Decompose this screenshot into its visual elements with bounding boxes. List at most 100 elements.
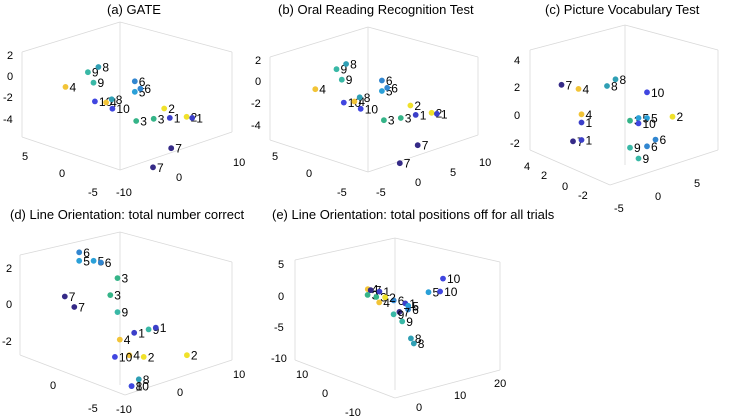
panel-b-grid xyxy=(269,26,479,173)
point-label: 6 xyxy=(391,81,398,95)
tick-label: 0 xyxy=(322,388,328,400)
tick-label: -10 xyxy=(116,404,132,416)
panel-a-title: (a) GATE xyxy=(107,2,161,17)
point-5 xyxy=(379,88,385,94)
point-1 xyxy=(152,324,159,331)
point-2 xyxy=(161,105,168,112)
point-6 xyxy=(137,85,144,92)
point-label: 8 xyxy=(136,380,143,394)
tick-label: 2 xyxy=(255,55,261,67)
point-label: 8 xyxy=(611,80,618,94)
point-label: 7 xyxy=(69,290,76,304)
point-label: 10 xyxy=(643,117,657,131)
point-3 xyxy=(150,115,157,122)
point-7 xyxy=(71,304,78,310)
point-label: 7 xyxy=(78,301,85,315)
panel-d-ticks-right: -10 0 10 xyxy=(116,369,245,416)
point-label: 8 xyxy=(116,93,123,107)
point-7 xyxy=(150,164,156,171)
panel-e-ticks-left: 10 0 -10 xyxy=(296,369,361,419)
tick-label: 0 xyxy=(306,168,312,180)
point-label: 6 xyxy=(398,294,405,308)
point-label: 5 xyxy=(433,286,440,300)
point-10 xyxy=(92,98,98,105)
point-label: 10 xyxy=(136,380,150,394)
point-3 xyxy=(373,294,380,300)
point-label: 3 xyxy=(140,115,147,129)
tick-label: 10 xyxy=(479,157,491,169)
point-8 xyxy=(95,64,102,70)
point-label: 3 xyxy=(122,272,129,286)
tick-label: 10 xyxy=(454,390,466,402)
tick-label: 0 xyxy=(6,299,12,311)
point-label: 6 xyxy=(144,82,151,96)
point-8 xyxy=(410,340,417,347)
tick-label: 2 xyxy=(7,50,13,62)
point-label: 4 xyxy=(110,96,117,110)
tick-label: -2 xyxy=(2,336,12,348)
point-7 xyxy=(367,287,374,294)
panel-e-ticks-z: 5 0 -5 -10 xyxy=(271,259,287,365)
point-5 xyxy=(90,257,97,264)
panel-c-grid xyxy=(529,24,719,186)
panel-a-ticks-right: -10 0 10 xyxy=(116,157,245,199)
point-label: 8 xyxy=(143,373,150,387)
point-label: 9 xyxy=(122,306,129,320)
point-label: 9 xyxy=(634,141,641,155)
point-3 xyxy=(107,292,114,298)
point-label: 5 xyxy=(412,299,419,313)
panel-b-title: (b) Oral Reading Recognition Test xyxy=(278,2,474,17)
point-label: 1 xyxy=(409,297,416,311)
tick-label: 2 xyxy=(514,82,520,94)
point-1 xyxy=(189,115,196,121)
tick-label: -5 xyxy=(274,322,284,334)
point-2 xyxy=(382,294,388,301)
tick-label: 0 xyxy=(50,380,56,392)
point-7 xyxy=(396,160,403,167)
point-label: 9 xyxy=(398,308,405,322)
point-6 xyxy=(390,297,397,304)
point-label: 8 xyxy=(364,91,371,105)
panel-c-points: 74881024135510716969 xyxy=(558,73,684,166)
tick-label: -10 xyxy=(116,187,132,199)
panel-d-points: 6556377391914410228810 xyxy=(61,246,198,394)
tick-label: 5 xyxy=(450,167,456,179)
point-2 xyxy=(140,354,147,360)
tick-label: -5 xyxy=(88,187,98,199)
point-9 xyxy=(627,144,633,151)
panel-d-grid xyxy=(19,231,233,396)
tick-label: 5 xyxy=(694,178,700,190)
point-label: 2 xyxy=(148,350,155,364)
point-label: 7 xyxy=(403,305,410,319)
tick-label: 0 xyxy=(415,177,421,189)
point-4 xyxy=(62,84,69,90)
panel-d-ticks-z: 2 0 -2 xyxy=(2,263,12,348)
point-label: 1 xyxy=(160,321,167,335)
panel-a-points: 989410481065633212177 xyxy=(62,61,203,175)
point-3 xyxy=(133,118,140,124)
point-2 xyxy=(669,113,676,120)
point-label: 2 xyxy=(389,291,396,305)
panel-a-grid xyxy=(21,21,233,171)
tick-label: -10 xyxy=(345,407,361,419)
point-10 xyxy=(340,99,347,106)
point-label: 7 xyxy=(566,78,573,92)
tick-label: 4 xyxy=(514,55,520,67)
tick-label: 4 xyxy=(524,161,530,173)
tick-label: 0 xyxy=(562,181,568,193)
point-9 xyxy=(390,311,397,318)
panel-e-points: 105103347146215679988 xyxy=(364,272,461,351)
point-8 xyxy=(108,96,115,103)
panel-a-ticks-z: 2 0 -2 -4 xyxy=(3,50,13,126)
point-label: 10 xyxy=(447,272,461,286)
panel-e: (e) Line Orientation: total positions of… xyxy=(271,207,555,419)
point-4 xyxy=(312,86,319,93)
panel-c-ticks-left: 4 2 0 -2 xyxy=(524,161,588,202)
point-8 xyxy=(356,94,363,101)
panel-c-title: (c) Picture Vocabulary Test xyxy=(545,2,700,17)
point-4 xyxy=(575,86,582,92)
point-9 xyxy=(635,155,642,162)
point-7 xyxy=(61,293,68,300)
tick-label: 5 xyxy=(272,151,278,163)
panel-b-ticks-z: 2 0 -2 -4 xyxy=(251,55,261,132)
